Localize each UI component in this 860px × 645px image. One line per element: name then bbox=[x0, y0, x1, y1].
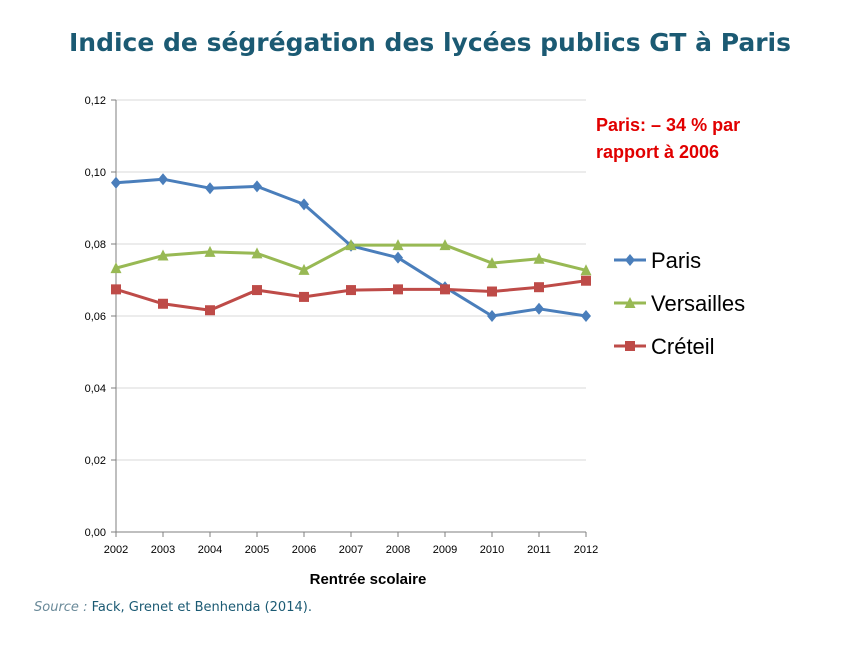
data-point-paris bbox=[158, 173, 168, 186]
x-tick-label: 2003 bbox=[151, 544, 175, 556]
x-tick-labels: 2002 2003 2004 2005 2006 2007 2008 2009 2010 2011… bbox=[104, 544, 598, 556]
x-tick-label: 2005 bbox=[245, 544, 269, 556]
legend-label-versailles: Versailles bbox=[651, 291, 745, 316]
data-point-versailles bbox=[204, 245, 216, 257]
data-point-paris bbox=[534, 302, 544, 315]
data-point-creteil bbox=[205, 305, 215, 316]
y-tick-label: 0,12 bbox=[85, 95, 106, 107]
y-tick-label: 0,08 bbox=[85, 239, 106, 251]
data-point-creteil bbox=[487, 286, 497, 297]
data-point-creteil bbox=[299, 291, 309, 302]
data-point-paris bbox=[299, 198, 309, 211]
legend-marker-creteil bbox=[625, 341, 635, 351]
data-point-versailles bbox=[298, 263, 310, 275]
legend: Paris Versailles Créteil bbox=[614, 248, 745, 359]
data-point-paris bbox=[487, 310, 497, 322]
source-note: Source : Fack, Grenet et Benhenda (2014)… bbox=[34, 600, 312, 615]
y-tick-label: 0,10 bbox=[85, 167, 106, 179]
data-point-creteil bbox=[158, 298, 168, 309]
annotation: Paris: – 34 % par rapport à 2006 bbox=[596, 115, 740, 162]
data-point-versailles bbox=[439, 239, 451, 251]
legend-marker-paris bbox=[625, 254, 635, 266]
series-group bbox=[110, 173, 592, 322]
series-versailles bbox=[110, 239, 592, 276]
grid-lines bbox=[116, 99, 586, 461]
data-point-paris bbox=[581, 310, 591, 322]
y-tick-label: 0,02 bbox=[85, 455, 106, 467]
data-point-creteil bbox=[534, 282, 544, 293]
y-tick-label: 0,06 bbox=[85, 311, 106, 323]
data-point-creteil bbox=[393, 284, 403, 295]
data-point-paris bbox=[393, 251, 403, 264]
x-axis-label: Rentrée scolaire bbox=[310, 571, 427, 588]
legend-item-versailles: Versailles bbox=[614, 291, 745, 316]
data-point-paris bbox=[252, 180, 262, 193]
data-point-versailles bbox=[392, 239, 404, 251]
x-tick-label: 2002 bbox=[104, 544, 128, 556]
series-creteil bbox=[111, 275, 591, 316]
data-point-versailles bbox=[533, 252, 545, 264]
source-prefix: Source : bbox=[34, 600, 88, 615]
data-point-versailles bbox=[580, 264, 592, 276]
data-point-creteil bbox=[440, 284, 450, 295]
data-point-paris bbox=[205, 182, 215, 195]
data-point-versailles bbox=[251, 247, 263, 259]
legend-item-paris: Paris bbox=[614, 248, 701, 273]
source-text: Fack, Grenet et Benhenda (2014). bbox=[91, 600, 312, 615]
data-point-creteil bbox=[346, 285, 356, 296]
x-tick-label: 2006 bbox=[292, 544, 316, 556]
legend-label-paris: Paris bbox=[651, 248, 701, 273]
y-tick-label: 0,04 bbox=[85, 383, 106, 395]
x-tick-label: 2010 bbox=[480, 544, 504, 556]
annotation-line-1: Paris: – 34 % par bbox=[596, 115, 740, 135]
legend-item-creteil: Créteil bbox=[614, 334, 715, 359]
data-point-versailles bbox=[110, 262, 122, 274]
page-title: Indice de ségrégation des lycées publics… bbox=[68, 28, 792, 57]
data-point-versailles bbox=[486, 257, 498, 269]
data-point-versailles bbox=[157, 249, 169, 261]
x-tick-label: 2008 bbox=[386, 544, 410, 556]
data-point-versailles bbox=[345, 239, 357, 251]
y-tick-labels: 0,00 0,02 0,04 0,06 0,08 0,10 0,12 bbox=[85, 95, 106, 539]
x-tick-label: 2004 bbox=[198, 544, 222, 556]
legend-marker-versailles bbox=[624, 297, 636, 308]
data-point-creteil bbox=[581, 275, 591, 286]
x-tick-label: 2011 bbox=[527, 544, 551, 556]
annotation-line-2: rapport à 2006 bbox=[596, 142, 719, 162]
x-tick-label: 2009 bbox=[433, 544, 457, 556]
x-tick-label: 2012 bbox=[574, 544, 598, 556]
legend-label-creteil: Créteil bbox=[651, 334, 715, 359]
x-tick-label: 2007 bbox=[339, 544, 363, 556]
data-point-creteil bbox=[252, 285, 262, 296]
data-point-paris bbox=[111, 176, 121, 189]
axes bbox=[111, 99, 587, 537]
data-point-creteil bbox=[111, 284, 121, 295]
y-tick-label: 0,00 bbox=[85, 527, 106, 539]
